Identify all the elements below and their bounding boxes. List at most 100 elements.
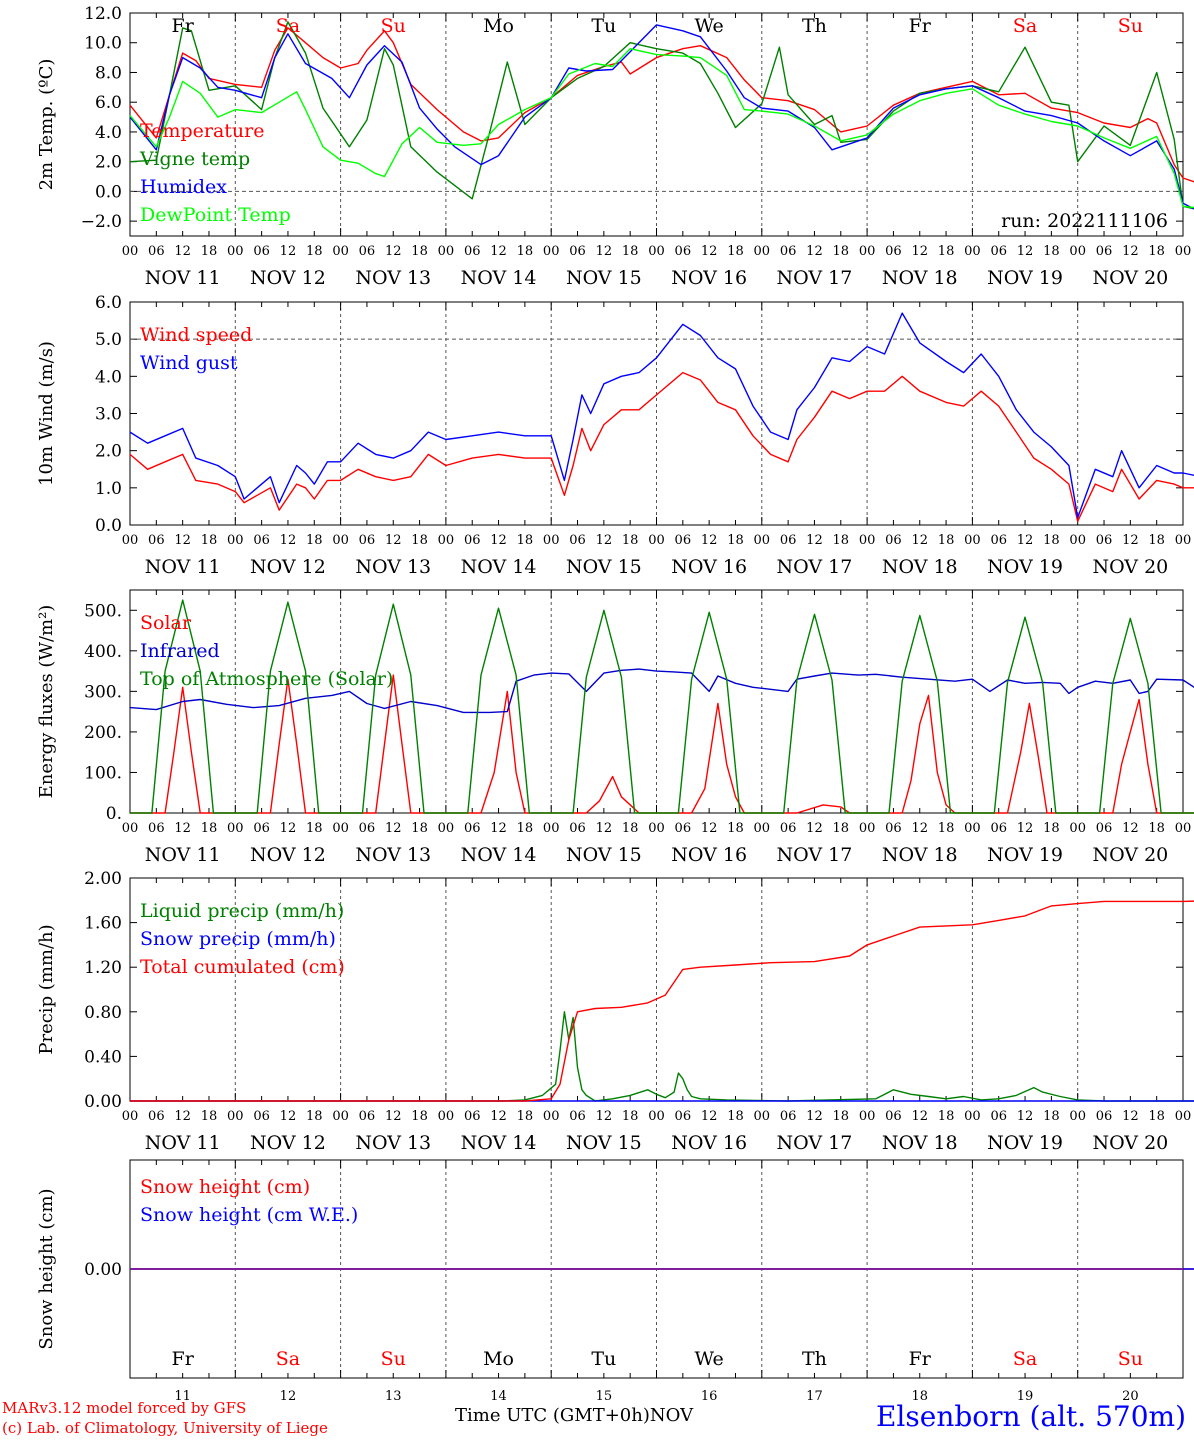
y-tick-label: 500. — [84, 601, 122, 621]
y-tick-label: 400. — [84, 642, 122, 662]
x-hour-label: 06 — [569, 1109, 586, 1124]
x-hour-label: 00 — [332, 244, 349, 259]
panel-1: −2.0 0.0 2.0 4.0 6.0 8.0 10.0 12.0 2m Temp. (ºC)… — [36, 4, 1194, 289]
x-hour-label: 18 — [1148, 533, 1165, 548]
panel-2: 0.0 1.0 2.0 3.0 4.0 5.0 6.0 10m Wind (m/s) Wind … — [36, 293, 1194, 578]
x-hour-label: 00 — [122, 244, 139, 259]
weekday-row-bottom: Fr 11 Sa 12 Su 13 Mo 14 Tu 15 We 16 Th 17 Fr 18 Sa 19 Su 20 — [172, 1348, 1143, 1404]
plot-frame — [129, 589, 1184, 814]
y-axis-title: 10m Wind (m/s) — [36, 341, 57, 486]
time-axis-month: NOV — [649, 1405, 694, 1426]
y-tick-label: 6.0 — [95, 93, 122, 113]
x-hour-label: 12 — [1122, 533, 1139, 548]
x-hour-label: 18 — [306, 821, 323, 836]
x-day-label: NOV 12 — [250, 556, 326, 578]
x-hour-label: 18 — [1148, 1109, 1165, 1124]
x-hour-label: 18 — [411, 1109, 428, 1124]
x-hour-label: 00 — [438, 244, 455, 259]
x-hour-label: 12 — [174, 244, 191, 259]
day-number-label: 11 — [174, 1389, 191, 1404]
x-hour-label: 18 — [1148, 244, 1165, 259]
x-hour-label: 06 — [990, 533, 1007, 548]
x-hour-label: 18 — [306, 244, 323, 259]
x-hour-label: 18 — [517, 1109, 534, 1124]
x-hour-label: 18 — [517, 821, 534, 836]
x-hour-label: 06 — [148, 821, 165, 836]
weekday-label: Tu — [591, 15, 616, 37]
plot-frame — [129, 301, 1184, 526]
x-hour-label: 00 — [754, 533, 771, 548]
x-day-label: NOV 17 — [777, 1132, 853, 1154]
x-day-label: NOV 11 — [145, 1132, 221, 1154]
x-hour-label: 00 — [332, 1109, 349, 1124]
day-number-label: 20 — [1122, 1389, 1139, 1404]
series-line-2 — [129, 312, 1194, 519]
legend-entry-1: Temperature — [140, 120, 264, 142]
day-number-label: 18 — [911, 1389, 928, 1404]
x-hour-label: 18 — [517, 533, 534, 548]
x-hour-label: 06 — [780, 821, 797, 836]
x-hour-label: 18 — [727, 244, 744, 259]
y-tick-label: 2.00 — [84, 869, 122, 889]
x-hour-label: 00 — [438, 821, 455, 836]
day-number-label: 19 — [1017, 1389, 1034, 1404]
legend-entry-2: Infrared — [140, 640, 220, 662]
x-hour-label: 00 — [122, 533, 139, 548]
legend-entry-1: Solar — [140, 612, 192, 634]
x-day-label: NOV 11 — [145, 556, 221, 578]
x-day-label: NOV 13 — [355, 1132, 431, 1154]
x-hour-label: 00 — [227, 821, 244, 836]
x-day-label: NOV 19 — [987, 1132, 1063, 1154]
x-hour-label: 12 — [1017, 533, 1034, 548]
x-hour-label: 06 — [780, 244, 797, 259]
day-number-label: 14 — [490, 1389, 507, 1404]
series-line-2 — [129, 668, 1194, 714]
series-line-1 — [129, 27, 1194, 183]
x-day-label: NOV 20 — [1092, 1132, 1168, 1154]
x-hour-label: 06 — [359, 533, 376, 548]
x-day-label: NOV 16 — [671, 556, 747, 578]
series-line-3 — [130, 900, 1194, 1102]
run-annotation: run: 2022111106 — [1001, 210, 1168, 232]
x-hour-label: 00 — [859, 244, 876, 259]
y-tick-label: 0.00 — [84, 1092, 122, 1112]
x-hour-label: 12 — [280, 821, 297, 836]
x-hour-label: 18 — [1043, 244, 1060, 259]
x-hour-label: 12 — [911, 821, 928, 836]
x-hour-label: 18 — [306, 1109, 323, 1124]
x-hour-label: 06 — [253, 821, 270, 836]
weekday-label: Su — [381, 15, 406, 37]
x-hour-label: 12 — [490, 821, 507, 836]
x-day-label: NOV 18 — [882, 1132, 958, 1154]
x-hour-label: 00 — [1175, 821, 1192, 836]
y-tick-label: 0.40 — [84, 1047, 122, 1067]
x-day-label: NOV 19 — [987, 844, 1063, 866]
series-line-1 — [130, 1011, 1194, 1102]
x-hour-label: 06 — [569, 244, 586, 259]
lab-credit: (c) Lab. of Climatology, University of L… — [2, 1419, 328, 1437]
x-hour-label: 06 — [253, 1109, 270, 1124]
weekday-label: Sa — [276, 15, 300, 37]
weekday-label: Fr — [909, 1348, 932, 1370]
x-hour-label: 12 — [701, 821, 718, 836]
series-line-2 — [129, 21, 1194, 210]
x-hour-label: 06 — [1096, 821, 1113, 836]
x-hour-label: 06 — [1096, 244, 1113, 259]
y-tick-label: 5.0 — [95, 330, 122, 350]
legend-entry-3: Top of Atmosphere (Solar) — [140, 668, 393, 690]
legend-entry-1: Snow height (cm) — [140, 1176, 310, 1198]
x-hour-label: 12 — [806, 821, 823, 836]
y-tick-label: 1.20 — [84, 958, 122, 978]
x-day-label: NOV 15 — [566, 556, 642, 578]
x-hour-label: 12 — [596, 533, 613, 548]
x-hour-label: 00 — [648, 821, 665, 836]
series-line-1 — [129, 371, 1194, 522]
x-hour-label: 06 — [885, 821, 902, 836]
x-hour-label: 18 — [201, 533, 218, 548]
x-hour-label: 18 — [727, 821, 744, 836]
x-hour-label: 06 — [464, 821, 481, 836]
plot-frame — [129, 12, 1184, 237]
y-tick-label: 0.0 — [95, 516, 122, 536]
x-hour-label: 06 — [1096, 1109, 1113, 1124]
x-hour-label: 06 — [359, 244, 376, 259]
